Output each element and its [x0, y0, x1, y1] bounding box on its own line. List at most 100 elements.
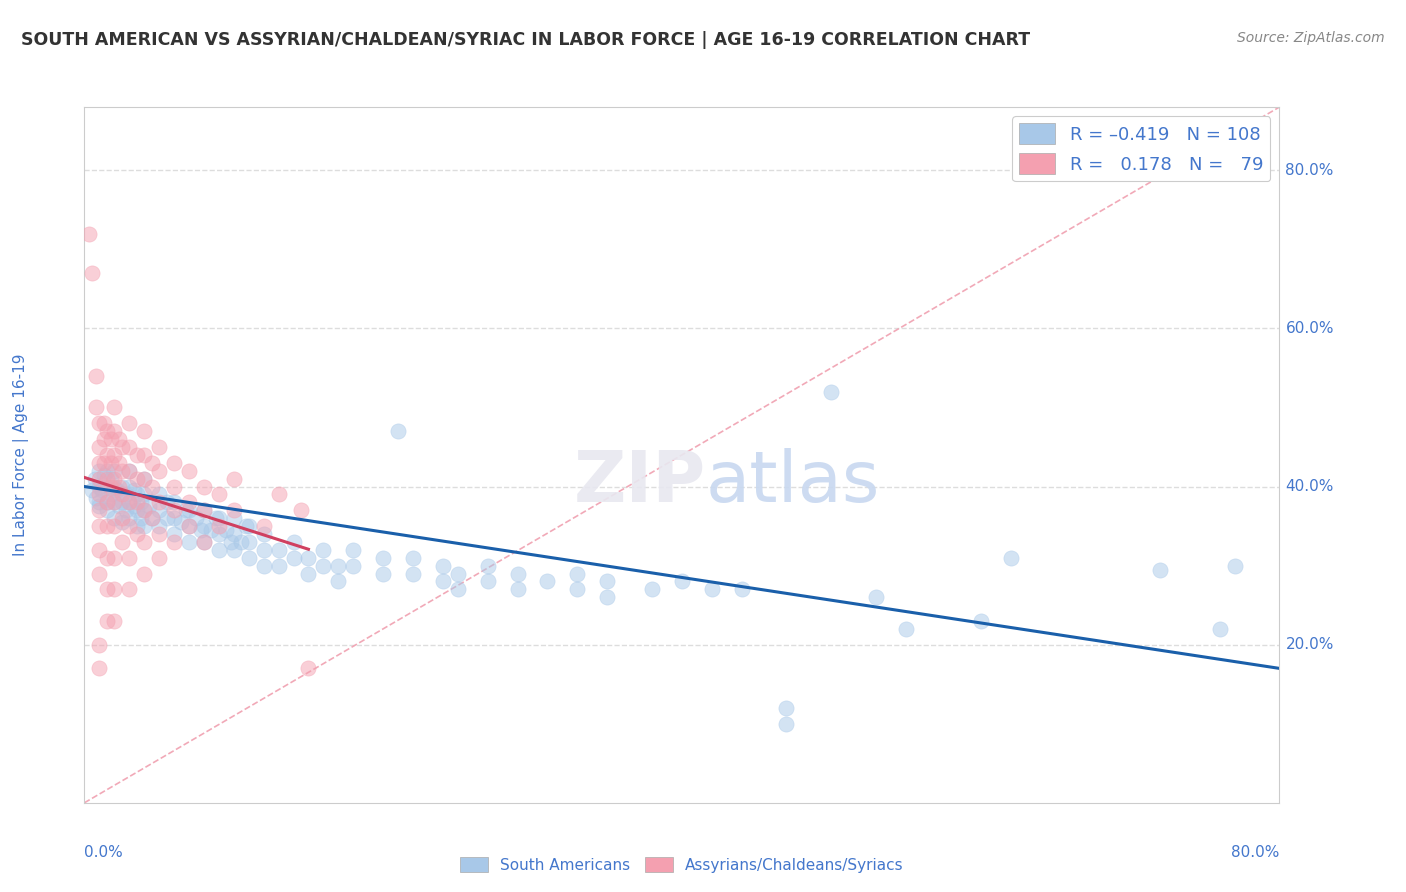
Point	[111, 464, 134, 478]
Point	[177, 534, 200, 549]
Point	[148, 495, 170, 509]
Point	[148, 519, 170, 533]
Point	[100, 487, 122, 501]
Point	[208, 519, 231, 533]
Point	[103, 519, 125, 533]
Point	[215, 523, 238, 537]
Point	[118, 440, 141, 454]
Point	[163, 527, 186, 541]
Point	[125, 495, 148, 509]
Point	[132, 503, 156, 517]
Point	[132, 503, 156, 517]
Text: 80.0%: 80.0%	[1285, 163, 1334, 178]
Point	[115, 503, 138, 517]
Point	[103, 511, 125, 525]
Point	[89, 661, 111, 675]
Point	[148, 487, 170, 501]
Point	[148, 527, 170, 541]
Point	[89, 479, 111, 493]
Point	[371, 566, 394, 581]
Point	[100, 472, 122, 486]
Point	[177, 503, 200, 517]
Point	[118, 519, 141, 533]
Point	[103, 448, 125, 462]
Point	[93, 467, 115, 482]
Text: 80.0%: 80.0%	[1232, 845, 1279, 860]
Point	[235, 519, 257, 533]
Point	[222, 503, 245, 517]
Point	[80, 266, 103, 280]
Point	[125, 503, 148, 517]
Point	[107, 479, 129, 493]
Point	[342, 558, 364, 573]
Point	[89, 464, 111, 478]
Point	[567, 566, 589, 581]
Point	[208, 542, 231, 557]
Point	[118, 464, 141, 478]
Point	[89, 638, 111, 652]
Point	[132, 424, 156, 438]
Point	[253, 519, 276, 533]
Point	[283, 534, 305, 549]
Point	[200, 523, 222, 537]
Point	[96, 472, 118, 486]
Point	[96, 519, 118, 533]
Point	[103, 550, 125, 565]
Point	[163, 479, 186, 493]
Point	[132, 487, 156, 501]
Point	[107, 500, 129, 514]
Point	[107, 432, 129, 446]
Point	[96, 614, 118, 628]
Point	[96, 550, 118, 565]
Point	[115, 487, 138, 501]
Point	[1000, 550, 1022, 565]
Point	[132, 472, 156, 486]
Point	[86, 368, 108, 383]
Point	[89, 566, 111, 581]
Text: 40.0%: 40.0%	[1285, 479, 1334, 494]
Point	[205, 511, 228, 525]
Point	[208, 527, 231, 541]
Point	[208, 487, 231, 501]
Point	[96, 503, 118, 517]
Point	[297, 661, 319, 675]
Point	[148, 464, 170, 478]
Point	[177, 464, 200, 478]
Point	[100, 432, 122, 446]
Point	[118, 464, 141, 478]
Point	[238, 534, 260, 549]
Point	[148, 440, 170, 454]
Point	[148, 503, 170, 517]
Point	[267, 487, 290, 501]
Point	[312, 558, 335, 573]
Point	[328, 574, 350, 589]
Point	[96, 495, 118, 509]
Point	[89, 519, 111, 533]
Point	[96, 582, 118, 597]
Point	[193, 534, 215, 549]
Point	[238, 550, 260, 565]
Point	[163, 495, 186, 509]
Point	[103, 401, 125, 415]
Point	[96, 448, 118, 462]
Point	[107, 456, 129, 470]
Point	[536, 574, 558, 589]
Point	[477, 558, 499, 573]
Point	[148, 550, 170, 565]
Point	[432, 574, 454, 589]
Point	[111, 534, 134, 549]
Point	[177, 519, 200, 533]
Point	[93, 456, 115, 470]
Point	[155, 511, 177, 525]
Point	[129, 511, 152, 525]
Point	[894, 622, 917, 636]
Point	[138, 500, 160, 514]
Point	[596, 591, 619, 605]
Point	[118, 495, 141, 509]
Point	[96, 424, 118, 438]
Point	[141, 511, 163, 525]
Text: atlas: atlas	[706, 449, 880, 517]
Point	[89, 472, 111, 486]
Point	[163, 503, 186, 517]
Point	[132, 534, 156, 549]
